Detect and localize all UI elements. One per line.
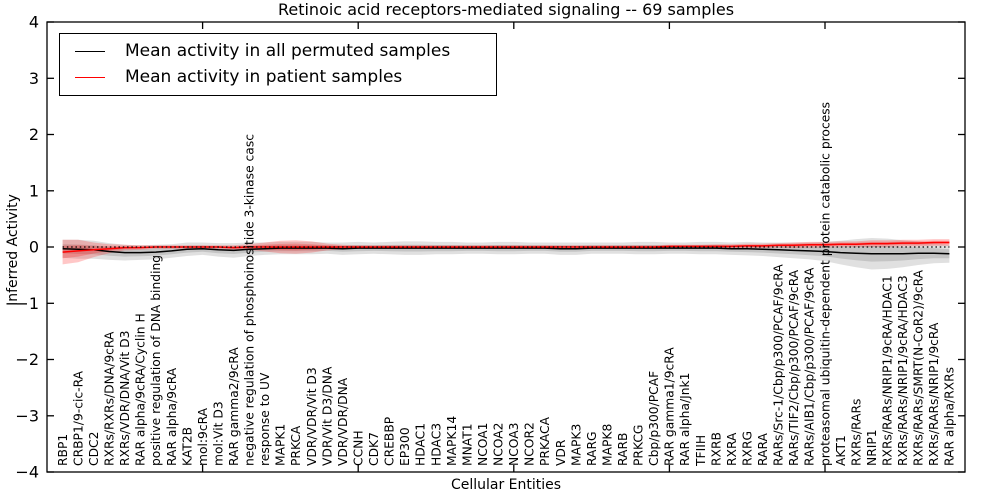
y-tick-label: 1 — [29, 181, 39, 200]
x-axis-label: Cellular Entities — [450, 477, 562, 493]
y-axis-label: Inferred Activity — [5, 194, 21, 306]
x-category-label: RXRB — [709, 432, 723, 466]
x-category-label: PRKCG — [632, 425, 646, 466]
patient-band — [62, 240, 950, 259]
permuted-mean-line — [62, 247, 950, 255]
permuted-line-swatch — [75, 51, 105, 52]
x-category-label: proteasomal ubiquitin-dependent protein … — [818, 102, 832, 466]
x-category-label: CDC2 — [87, 432, 101, 466]
x-category-label: AKT1 — [834, 435, 848, 466]
x-category-label: TFIIH — [694, 435, 708, 467]
x-category-label: RBP1 — [56, 434, 70, 466]
x-category-label: CRBP1/9-cic-RA — [71, 370, 85, 466]
x-category-label: RXRs/RARs/SMRT(N-CoR2)/9cRA — [912, 269, 926, 466]
y-tick-label: 3 — [29, 69, 39, 88]
x-category-label: KAT2B — [180, 427, 194, 466]
x-category-label: mol:9cRA — [196, 407, 210, 466]
y-tick-label: −3 — [15, 406, 39, 425]
legend-label-patient: Mean activity in patient samples — [125, 67, 403, 87]
x-category-label: MNAT1 — [460, 423, 474, 466]
x-category-label: HDAC1 — [414, 423, 428, 466]
x-category-label: RXRs/RARs — [849, 399, 863, 466]
x-category-label: CREBBP — [383, 417, 397, 466]
x-category-label: VDR/VDR/DNA — [336, 377, 350, 466]
x-category-label: RARs/AIB1/Cbp/p300/PCAF/9cRA — [803, 267, 817, 466]
legend-label-permuted: Mean activity in all permuted samples — [125, 41, 451, 61]
x-category-label: CCNH — [352, 430, 366, 466]
y-tick-label: 0 — [29, 238, 39, 257]
y-tick-label: −4 — [15, 463, 39, 482]
x-category-label: RXRs/RXRs/DNA/9cRA — [103, 331, 117, 466]
x-category-label: Cbp/p300/PCAF — [647, 371, 661, 466]
x-category-label: RAR alpha/9cRA/Cyclin H — [134, 313, 148, 466]
x-category-label: NCOA1 — [476, 423, 490, 466]
x-category-label: HDAC3 — [429, 423, 443, 466]
x-category-label: PRKCA — [289, 425, 303, 466]
x-category-label: RARB — [616, 433, 630, 466]
y-tick-label: 4 — [29, 13, 39, 32]
y-tick-label: 2 — [29, 125, 39, 144]
patient-line-swatch — [75, 77, 105, 78]
x-category-label: RAR alpha/9cRA — [165, 367, 179, 466]
x-category-label: VDR — [554, 439, 568, 466]
x-category-label: MAPK1 — [274, 424, 288, 466]
x-category-label: NCOA3 — [507, 423, 521, 466]
x-category-label: RARs/Src-1/Cbp/p300/PCAF/9cRA — [772, 264, 786, 466]
x-category-label: negative regulation of phosphoinositide … — [243, 134, 257, 466]
x-category-label: RAR gamma1/9cRA — [663, 347, 677, 466]
y-tick-label: −2 — [15, 350, 39, 369]
x-category-label: VDR/Vit D3/DNA — [320, 366, 334, 466]
x-category-label: mol:Vit D3 — [212, 401, 226, 466]
x-category-label: MAPK3 — [569, 424, 583, 466]
x-category-label: CDK7 — [367, 432, 381, 466]
legend-box: Mean activity in all permuted samples Me… — [59, 33, 497, 96]
x-category-label: RXRs/RARs/NRIP1/9cRA/HDAC1 — [881, 275, 895, 466]
x-category-label: response to UV — [258, 372, 272, 466]
legend-item-patient: Mean activity in patient samples — [75, 69, 496, 86]
x-category-label: RXRG — [741, 431, 755, 466]
x-category-label: PRKACA — [538, 416, 552, 466]
legend-item-permuted: Mean activity in all permuted samples — [75, 43, 496, 60]
chart-title: Retinoic acid receptors-mediated signali… — [277, 0, 735, 19]
x-category-label: RARG — [585, 431, 599, 466]
x-category-label: NCOR2 — [523, 422, 537, 466]
x-category-label: RXRs/RARs/NRIP1/9cRA/HDAC3 — [896, 275, 910, 466]
x-category-label: EP300 — [398, 427, 412, 466]
x-category-label: RXRs/VDR/DNA/Vit D3 — [118, 331, 132, 466]
x-category-label: RAR gamma2/9cRA — [227, 347, 241, 466]
x-category-label: RXRA — [725, 432, 739, 466]
x-category-label: RXRs/RARs/NRIP1/9cRA — [927, 322, 941, 466]
x-category-label: positive regulation of DNA binding — [149, 255, 163, 466]
x-category-label: RAR alpha/Jnk1 — [678, 372, 692, 466]
x-category-label: MAPK14 — [445, 416, 459, 466]
y-tick-label: −1 — [15, 294, 39, 313]
x-category-label: RAR alpha/RXRs — [943, 367, 957, 466]
x-category-label: NCOA2 — [492, 423, 506, 466]
x-category-label: RARA — [756, 432, 770, 466]
x-category-label: MAPK8 — [600, 424, 614, 466]
x-category-label: RARs/TIF2/Cbp/p300/PCAF/9cRA — [787, 269, 801, 466]
x-category-label: VDR/VDR/Vit D3 — [305, 367, 319, 466]
x-category-label: NRIP1 — [865, 429, 879, 466]
patient-band — [62, 239, 950, 265]
